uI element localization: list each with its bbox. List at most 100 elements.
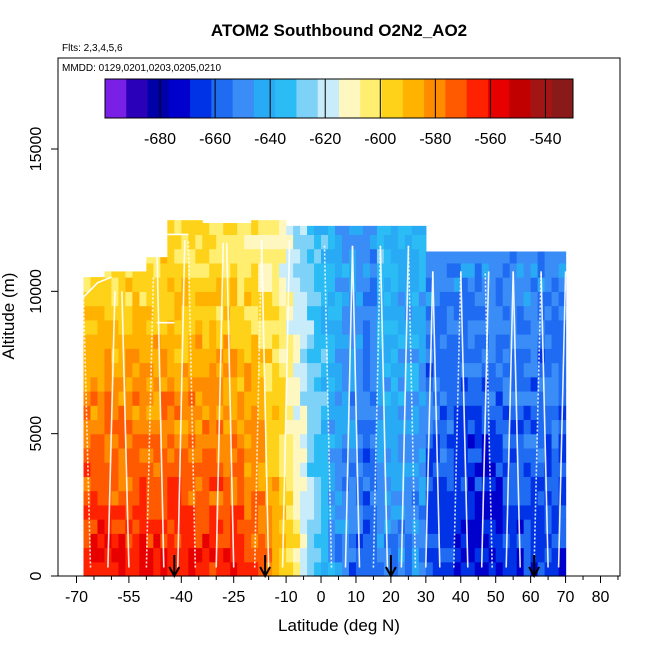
heat-cell — [314, 362, 322, 378]
heat-cell — [446, 476, 455, 492]
heat-cell — [530, 305, 539, 321]
heat-cell — [251, 447, 259, 463]
heat-cell — [335, 476, 343, 492]
heat-cell — [118, 376, 127, 392]
heat-cell — [272, 319, 280, 335]
heat-cell — [125, 271, 133, 278]
profile-track — [253, 240, 263, 568]
heat-cell — [125, 490, 133, 506]
heat-cell — [432, 334, 441, 349]
heat-cell — [397, 348, 406, 364]
heat-cell — [335, 334, 343, 349]
heat-cell — [223, 305, 231, 321]
heat-cell — [446, 490, 455, 506]
profile-track — [505, 271, 514, 568]
heat-cell — [167, 291, 175, 307]
heat-cell — [195, 547, 203, 563]
heat-cell — [348, 519, 357, 534]
heat-cell — [509, 262, 518, 278]
heat-cell — [551, 277, 560, 292]
heat-cell — [132, 334, 140, 349]
heat-cell — [495, 405, 504, 421]
heat-cell — [474, 277, 483, 292]
heat-cell — [390, 348, 399, 364]
heat-cell — [369, 277, 378, 292]
heat-cell — [118, 334, 127, 349]
heat-cell — [418, 319, 427, 335]
heat-cell — [390, 319, 399, 335]
heat-cell — [265, 319, 273, 335]
heat-cell — [383, 490, 392, 506]
heat-cell — [418, 362, 427, 378]
heat-cell — [160, 262, 168, 278]
heat-cell — [502, 348, 511, 364]
heat-cell — [369, 234, 378, 250]
heat-cell — [209, 334, 217, 349]
heat-cell — [195, 390, 203, 406]
heat-cell — [439, 519, 448, 534]
heat-cell — [516, 519, 525, 534]
heat-cell — [558, 519, 567, 534]
heat-cell — [181, 462, 189, 477]
heat-cell — [174, 291, 182, 307]
heat-cell — [237, 476, 245, 492]
heat-cell — [216, 223, 224, 235]
marker-arrow-head — [528, 566, 541, 579]
heat-cell — [481, 277, 490, 292]
heat-cell — [223, 223, 231, 235]
heat-cell — [209, 561, 217, 577]
heat-cell — [439, 533, 448, 549]
heat-cell — [544, 305, 553, 321]
heat-cell — [335, 376, 343, 392]
heat-cell — [341, 419, 350, 435]
heat-cell — [251, 405, 259, 421]
heat-cell — [495, 447, 504, 463]
heat-cell — [383, 262, 392, 278]
heat-cell — [160, 291, 168, 307]
heat-cell — [167, 262, 175, 278]
heat-cell — [544, 251, 553, 264]
heat-cell — [223, 362, 231, 378]
heat-cell — [223, 419, 231, 435]
heat-cell — [265, 533, 273, 549]
heat-cell — [307, 234, 315, 250]
heat-cell — [209, 362, 217, 378]
heat-cell — [432, 462, 441, 477]
heat-cell — [495, 490, 504, 506]
heat-cell — [321, 547, 329, 563]
heat-cell — [481, 547, 490, 563]
heat-cell — [551, 504, 560, 520]
heat-cell — [418, 433, 427, 449]
heat-cell — [314, 234, 322, 250]
heat-cell — [355, 419, 364, 435]
heat-cell — [369, 305, 378, 321]
heat-cell — [411, 319, 420, 335]
heat-cell — [160, 334, 168, 349]
heat-cell — [300, 561, 308, 577]
heat-cell — [300, 462, 308, 477]
heat-cell — [153, 362, 161, 378]
heat-cell — [321, 225, 329, 235]
heat-cell — [537, 504, 546, 520]
heat-cell — [376, 419, 385, 435]
heat-cell — [286, 447, 294, 463]
heat-cell — [251, 376, 259, 392]
heat-cell — [111, 334, 120, 349]
heat-cell — [348, 490, 357, 506]
heat-cell — [537, 561, 546, 577]
heat-cell — [209, 277, 217, 292]
heat-cell — [139, 447, 147, 463]
heat-cell — [481, 519, 490, 534]
heat-cell — [321, 447, 329, 463]
profile-track — [156, 240, 165, 568]
profile-track — [82, 296, 92, 568]
heat-cell — [146, 533, 154, 549]
colorbar-tick-label: -560 — [474, 131, 506, 148]
heat-cell — [328, 319, 336, 335]
heat-cell — [328, 334, 336, 349]
heat-cell — [516, 334, 525, 349]
heat-cell — [188, 362, 196, 378]
heat-cell — [300, 277, 308, 292]
heat-cell — [328, 419, 336, 435]
heat-cell — [523, 490, 532, 506]
